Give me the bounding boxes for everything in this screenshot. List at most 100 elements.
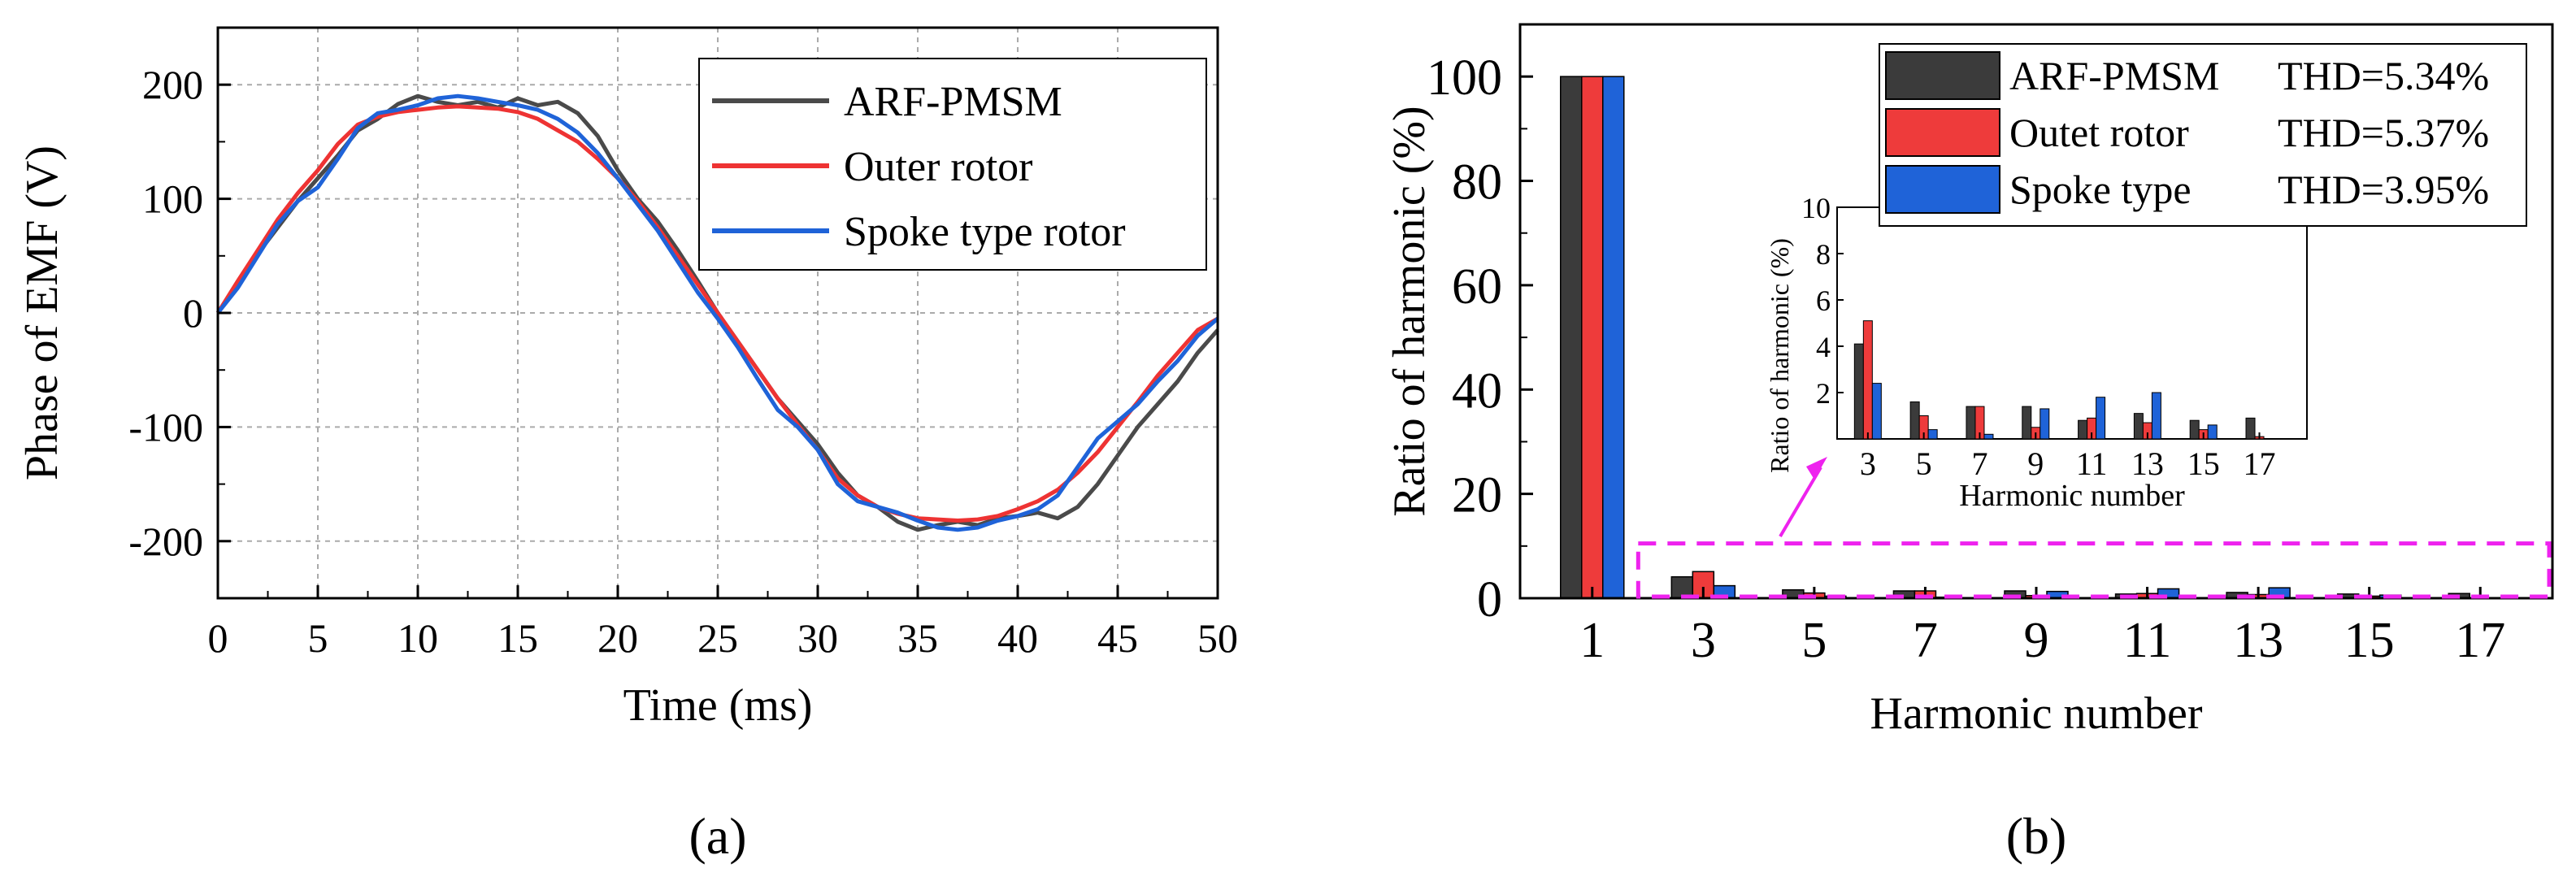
b-bar-2-0 <box>1602 76 1625 599</box>
b-inset-bar-2-6 <box>2207 424 2218 440</box>
a-x-tick-label: 15 <box>497 615 538 661</box>
b-bar-0-0 <box>1560 76 1583 599</box>
b-inset-x-tick-label: 11 <box>2076 445 2108 482</box>
b-bars <box>1560 76 2491 599</box>
a-series-lines <box>215 93 1219 532</box>
b-inset-y-axis-label: Ratio of harmonic (%) <box>1765 238 1794 473</box>
a-series-line-1 <box>215 104 1219 523</box>
a-legend-label-1: Outer rotor <box>844 144 1032 190</box>
b-inset-bar-2-1 <box>1927 429 1938 440</box>
a-x-tick-label: 35 <box>897 615 938 661</box>
b-inset-bar-0-6 <box>2189 419 2200 440</box>
b-x-tick-label: 5 <box>1801 613 1827 668</box>
a-legend-label-2: Spoke type rotor <box>844 209 1126 255</box>
b-x-tick-label: 1 <box>1579 613 1605 668</box>
a-y-tick-label: -200 <box>128 519 203 564</box>
b-legend-swatch-0 <box>1885 51 2000 100</box>
b-y-tick-label: 100 <box>1427 50 1502 106</box>
b-zoom-arrow-head <box>1806 457 1827 480</box>
b-y-tick-label: 40 <box>1452 363 1502 419</box>
b-inset-x-tick-label: 5 <box>1916 445 1932 482</box>
b-legend: ARF-PMSM THD=5.34% Outet rotor THD=5.37% Spo… <box>1879 43 2527 227</box>
a-series-line-2 <box>216 93 1219 532</box>
a-x-tick-label: 50 <box>1197 615 1238 661</box>
b-inset-x-tick-label: 7 <box>1971 445 1987 482</box>
b-inset-bar-2-3 <box>2040 408 2050 440</box>
b-inset-y-tick-label: 4 <box>1816 331 1831 363</box>
panel-a: 0 5 10 15 20 25 30 35 40 45 50 -200 -100 0 100 200 Time… <box>17 26 1238 865</box>
a-legend: ARF-PMSM Outer rotor Spoke type rotor <box>698 58 1207 271</box>
b-y-tick-label: 0 <box>1477 572 1502 627</box>
b-inset-x-axis-label: Harmonic number <box>1959 479 2185 513</box>
b-inset-bar-1-0 <box>1862 320 1873 440</box>
a-x-tick-label: 40 <box>997 615 1038 661</box>
b-inset-bar-2-4 <box>2096 397 2106 440</box>
b-legend-label-1: Outet rotor <box>2009 110 2189 155</box>
a-x-tick-label: 45 <box>1097 615 1138 661</box>
b-inset-bar-0-4 <box>2078 419 2088 440</box>
b-zoom-highlight <box>1636 457 2552 599</box>
b-x-axis-label: Harmonic number <box>1870 688 2203 739</box>
b-legend-label-0: ARF-PMSM <box>2009 53 2219 98</box>
b-x-tick-label: 13 <box>2233 613 2283 668</box>
b-inset-bar-2-2 <box>1983 433 1994 440</box>
b-legend-thd-0: THD=5.34% <box>2278 53 2489 98</box>
b-inset-y-tick-label: 2 <box>1816 377 1831 410</box>
b-y-tick-label: 80 <box>1452 155 1502 211</box>
b-inset-bar-0-5 <box>2133 413 2144 440</box>
b-panel-label: (b) <box>2006 807 2067 865</box>
b-inset-bar-0-2 <box>1966 406 1976 440</box>
b-y-tick-label: 20 <box>1452 468 1502 523</box>
a-x-tick-label: 20 <box>597 615 638 661</box>
b-inset-x-tick-label: 9 <box>2027 445 2044 482</box>
b-inset-y-tick-label: 8 <box>1816 238 1831 271</box>
b-y-tick-label: 60 <box>1452 259 1502 315</box>
b-inset-x-tick-label: 17 <box>2244 445 2276 482</box>
b-x-tick-label: 3 <box>1691 613 1716 668</box>
b-zoom-box <box>1636 541 2552 599</box>
b-legend-thd-1: THD=5.37% <box>2278 110 2489 155</box>
b-inset-bar-0-1 <box>1909 401 1920 440</box>
b-inset-bar-2-5 <box>2151 392 2161 440</box>
a-x-axis-label: Time (ms) <box>623 680 813 731</box>
b-inset-x-tick-label: 13 <box>2131 445 2164 482</box>
b-x-tick-label: 7 <box>1913 613 1938 668</box>
a-y-tick-label: -100 <box>128 404 203 449</box>
b-inset-x-tick-label: 3 <box>1860 445 1876 482</box>
a-y-axis-label: Phase of EMF (V) <box>17 145 67 480</box>
b-inset-bar-0-0 <box>1853 343 1864 440</box>
b-bar-1-0 <box>1581 76 1604 599</box>
b-inset-bar-0-3 <box>2022 406 2032 440</box>
a-x-tick-label: 25 <box>697 615 738 661</box>
b-inset-chart: 3 5 7 9 11 13 15 17 2 4 6 8 10 Harmonic number Ratio o… <box>1765 192 2308 513</box>
a-tick-marks <box>216 27 1219 599</box>
a-x-tick-label: 10 <box>397 615 438 661</box>
b-inset-y-tick-label: 6 <box>1816 284 1831 317</box>
a-x-tick-label: 5 <box>308 615 328 661</box>
a-x-tick-label: 0 <box>208 615 228 661</box>
b-inset-x-tick-label: 15 <box>2187 445 2220 482</box>
b-inset-bar-2-0 <box>1871 383 1882 440</box>
a-y-tick-label: 100 <box>142 176 203 222</box>
a-y-tick-label: 200 <box>142 62 203 107</box>
a-legend-label-0: ARF-PMSM <box>844 79 1062 125</box>
a-y-tick-label: 0 <box>183 290 203 336</box>
b-x-tick-label: 15 <box>2344 613 2395 668</box>
b-x-tick-label: 17 <box>2455 613 2505 668</box>
b-legend-label-2: Spoke type <box>2009 167 2192 212</box>
a-panel-label: (a) <box>689 807 746 865</box>
b-inset-bar-0-7 <box>2245 417 2256 440</box>
b-y-axis-label: Ratio of harmonic (%) <box>1384 106 1435 516</box>
b-inset-frame <box>1836 206 2308 440</box>
b-legend-swatch-1 <box>1885 108 2000 157</box>
b-legend-thd-2: THD=3.95% <box>2278 167 2489 212</box>
a-x-tick-label: 30 <box>797 615 838 661</box>
b-x-tick-label: 9 <box>2024 613 2049 668</box>
b-legend-swatch-2 <box>1885 165 2000 214</box>
b-x-tick-label: 11 <box>2123 613 2172 668</box>
a-tick-labels: 0 5 10 15 20 25 30 35 40 45 50 -200 -100 0 100 200 <box>128 62 1238 661</box>
b-inset-y-tick-label: 10 <box>1801 192 1831 224</box>
